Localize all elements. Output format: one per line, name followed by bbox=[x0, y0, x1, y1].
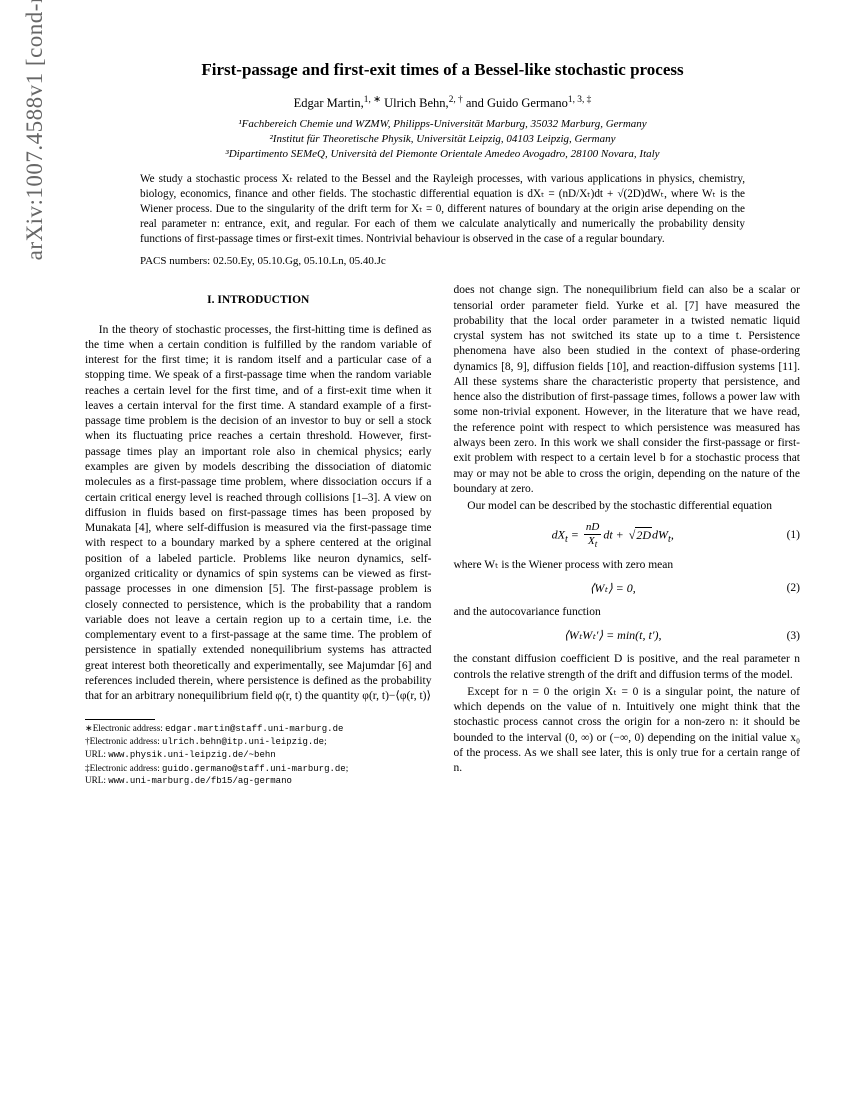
footnote-2-email: ulrich.behn@itp.uni-leipzig.de bbox=[162, 737, 324, 747]
right-paragraph-6: Except for n = 0 the origin Xₜ = 0 is a … bbox=[454, 685, 801, 777]
paper-title: First-passage and first-exit times of a … bbox=[85, 60, 800, 80]
equation-1-number: (1) bbox=[772, 528, 800, 543]
right-paragraph-5: the constant diffusion coefficient D is … bbox=[454, 652, 801, 683]
equation-2: ⟨Wₜ⟩ = 0, (2) bbox=[454, 581, 801, 597]
equation-3: ⟨WₜWₜ′⟩ = min(t, t′), (3) bbox=[454, 628, 801, 644]
footnote-1: ∗Electronic address: edgar.martin@staff.… bbox=[85, 723, 432, 736]
right-paragraph-2: Our model can be described by the stocha… bbox=[454, 499, 801, 514]
equation-3-body: ⟨WₜWₜ′⟩ = min(t, t′), bbox=[454, 628, 773, 644]
footnote-1-label: ∗Electronic address: bbox=[85, 723, 165, 733]
footnote-separator bbox=[85, 719, 155, 720]
two-column-body: I. INTRODUCTION In the theory of stochas… bbox=[85, 283, 800, 789]
abstract: We study a stochastic process Xₜ related… bbox=[140, 172, 745, 248]
footnote-3-url: www.uni-marburg.de/fb15/ag-germano bbox=[108, 776, 292, 786]
equation-1-body: dXt = nDXtdt + 2DdWt, bbox=[454, 522, 773, 549]
equation-2-number: (2) bbox=[772, 581, 800, 596]
footnote-3: ‡Electronic address: guido.germano@staff… bbox=[85, 763, 432, 788]
right-column: does not change sign. The nonequilibrium… bbox=[454, 283, 801, 789]
page-content: First-passage and first-exit times of a … bbox=[85, 0, 800, 789]
section-1-heading: I. INTRODUCTION bbox=[85, 293, 432, 308]
footnotes: ∗Electronic address: edgar.martin@staff.… bbox=[85, 723, 432, 788]
left-column: I. INTRODUCTION In the theory of stochas… bbox=[85, 283, 432, 789]
affiliation-3: ³Dipartimento SEMeQ, Università del Piem… bbox=[85, 147, 800, 162]
equation-1: dXt = nDXtdt + 2DdWt, (1) bbox=[454, 522, 801, 549]
footnote-2-url: www.physik.uni-leipzig.de/~behn bbox=[108, 750, 275, 760]
intro-paragraph-1: In the theory of stochastic processes, t… bbox=[85, 323, 432, 705]
footnote-2-url-label: URL: bbox=[85, 749, 108, 759]
footnote-2-label: †Electronic address: bbox=[85, 736, 162, 746]
affiliation-2: ²Institut für Theoretische Physik, Unive… bbox=[85, 132, 800, 147]
author-list: Edgar Martin,1, ∗ Ulrich Behn,2, † and G… bbox=[85, 94, 800, 111]
footnote-3-label: ‡Electronic address: bbox=[85, 763, 162, 773]
arxiv-identifier: arXiv:1007.4588v1 [cond-mat.stat-mech] 2… bbox=[22, 0, 52, 280]
right-paragraph-3: where Wₜ is the Wiener process with zero… bbox=[454, 558, 801, 573]
footnote-1-email: edgar.martin@staff.uni-marburg.de bbox=[165, 724, 343, 734]
affiliation-1: ¹Fachbereich Chemie und WZMW, Philipps-U… bbox=[85, 117, 800, 132]
equation-2-body: ⟨Wₜ⟩ = 0, bbox=[454, 581, 773, 597]
right-paragraph-1: does not change sign. The nonequilibrium… bbox=[454, 283, 801, 497]
footnote-2: †Electronic address: ulrich.behn@itp.uni… bbox=[85, 736, 432, 761]
footnote-3-url-label: URL: bbox=[85, 775, 108, 785]
right-paragraph-4: and the autocovariance function bbox=[454, 605, 801, 620]
equation-3-number: (3) bbox=[772, 629, 800, 644]
pacs-numbers: PACS numbers: 02.50.Ey, 05.10.Gg, 05.10.… bbox=[140, 255, 745, 267]
affiliations: ¹Fachbereich Chemie und WZMW, Philipps-U… bbox=[85, 117, 800, 162]
footnote-3-email: guido.germano@staff.uni-marburg.de bbox=[162, 764, 346, 774]
